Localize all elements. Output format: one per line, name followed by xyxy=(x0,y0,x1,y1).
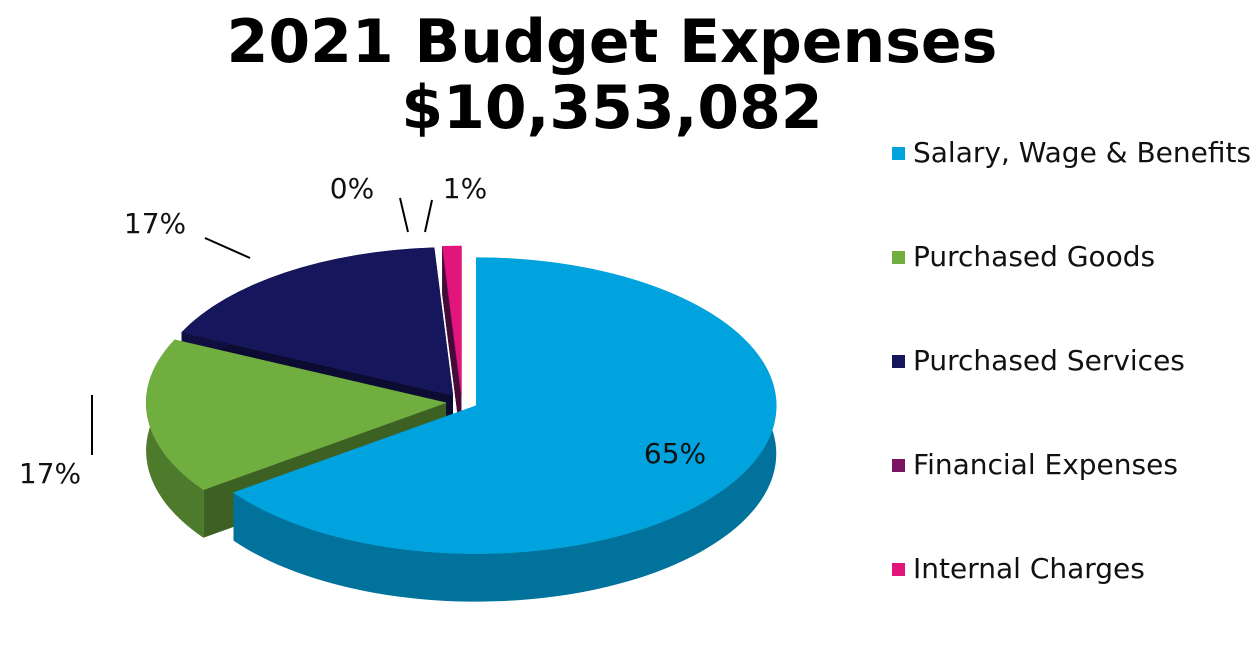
legend-item: Purchased Services xyxy=(892,343,1252,447)
slice xyxy=(442,245,462,395)
legend-label: Financial Expenses xyxy=(913,448,1178,481)
legend-swatch xyxy=(892,459,905,472)
legend-item: Purchased Goods xyxy=(892,239,1252,343)
slice-wall xyxy=(233,257,777,602)
legend-swatch xyxy=(892,147,905,160)
data-label: 17% xyxy=(19,457,81,490)
chart-title: 2021 Budget Expenses xyxy=(227,7,998,77)
data-label: 0% xyxy=(330,172,374,205)
page: 2021 Budget Expenses $10,353,082 65% 17% 1… xyxy=(18,7,1252,602)
pie-tops xyxy=(145,245,777,554)
legend-label: Purchased Services xyxy=(913,344,1185,377)
legend-item: Internal Charges xyxy=(892,551,1252,655)
leader-line xyxy=(204,237,251,259)
legend-label: Salary, Wage & Benefits xyxy=(913,136,1252,169)
chart: 2021 Budget Expenses $10,353,082 65% 17% 1… xyxy=(19,7,998,602)
data-label: 65% xyxy=(644,437,706,470)
data-label: 17% xyxy=(124,207,186,240)
chart-subtitle: $10,353,082 xyxy=(401,73,822,143)
slice xyxy=(145,339,447,491)
leader-line xyxy=(424,199,433,233)
leader-line xyxy=(399,197,409,233)
legend: Salary, Wage & Benefits Purchased Goods Pu… xyxy=(892,135,1252,655)
legend-label: Internal Charges xyxy=(913,552,1145,585)
slice-side xyxy=(442,246,461,443)
legend-item: Financial Expenses xyxy=(892,447,1252,551)
legend-label: Purchased Goods xyxy=(913,240,1156,273)
slice xyxy=(233,257,777,554)
data-label: 1% xyxy=(443,172,487,205)
legend-swatch xyxy=(892,355,905,368)
legend-swatch xyxy=(892,251,905,264)
data-labels: 65% 17% 17% 0% 1% xyxy=(19,172,706,490)
slice xyxy=(181,247,454,396)
slice xyxy=(441,246,462,395)
legend-swatch xyxy=(892,563,905,576)
legend-item: Salary, Wage & Benefits xyxy=(892,135,1252,239)
